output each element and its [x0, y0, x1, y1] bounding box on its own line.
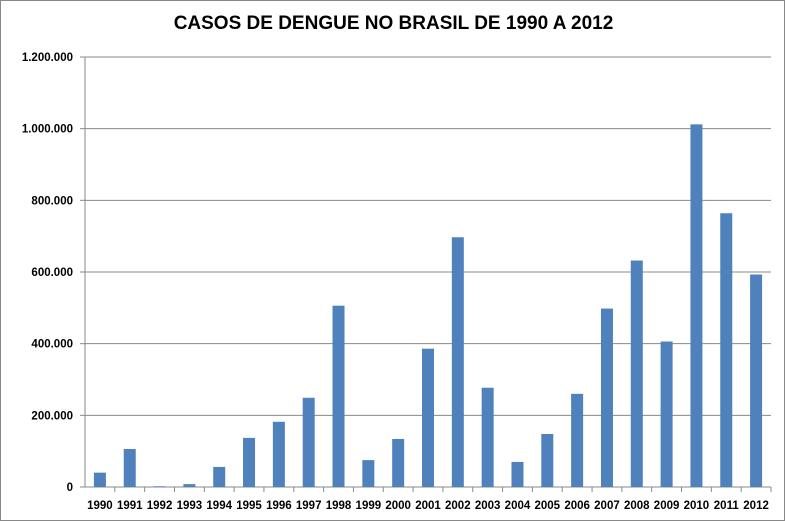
x-tick-label: 2002: [445, 500, 471, 512]
y-tick-label: 0: [67, 482, 73, 494]
y-tick-label: 1.000.000: [22, 124, 73, 136]
x-tick-label: 1999: [356, 500, 382, 512]
y-tick-label: 200.000: [31, 410, 73, 422]
bar-2005: [541, 433, 554, 487]
x-tick-label: 2006: [564, 500, 590, 512]
x-tick-label: 1996: [266, 500, 292, 512]
x-tick-label: 2001: [415, 500, 441, 512]
x-tick-label: 2007: [594, 500, 620, 512]
x-tick-label: 1997: [296, 500, 322, 512]
y-tick-label: 1.200.000: [22, 52, 73, 64]
x-tick-label: 1998: [326, 500, 352, 512]
bar-1991: [123, 449, 136, 487]
bar-2010: [690, 124, 703, 487]
x-tick-label: 2000: [385, 500, 411, 512]
bar-1992: [153, 486, 166, 487]
bar-1995: [243, 437, 256, 487]
bar-1990: [93, 472, 106, 487]
x-tick-label: 2011: [714, 500, 740, 512]
bar-2006: [571, 393, 584, 487]
bar-1999: [362, 460, 375, 487]
chart-title: CASOS DE DENGUE NO BRASIL DE 1990 A 2012: [173, 13, 614, 34]
x-tick-label: 1993: [177, 500, 203, 512]
bar-2001: [422, 348, 434, 487]
x-tick-label: 1995: [236, 500, 262, 512]
x-tick-label: 1994: [206, 500, 232, 512]
x-tick-label: 1991: [117, 500, 143, 512]
x-tick-label: 2005: [535, 500, 561, 512]
bar-2003: [481, 387, 494, 487]
bar-2012: [750, 274, 763, 487]
bar-2008: [630, 260, 643, 487]
bar-1998: [332, 305, 345, 487]
bar-1993: [183, 484, 196, 487]
y-tick-label: 800.000: [31, 195, 73, 207]
bar-2011: [720, 213, 733, 487]
bar-1997: [302, 397, 315, 487]
x-tick-label: 2009: [654, 500, 680, 512]
bar-1996: [272, 421, 285, 487]
bar-2000: [392, 438, 405, 487]
bar-2004: [511, 461, 524, 487]
y-tick-label: 600.000: [31, 267, 73, 279]
x-tick-label: 2012: [743, 500, 769, 512]
bar-2007: [600, 308, 613, 487]
bar-2002: [451, 237, 464, 487]
x-tick-label: 2008: [624, 500, 650, 512]
x-tick-label: 2003: [475, 500, 501, 512]
x-tick-label: 2010: [684, 500, 710, 512]
x-tick-label: 2004: [505, 500, 531, 512]
y-tick-label: 400.000: [31, 339, 73, 351]
x-tick-label: 1990: [87, 500, 113, 512]
bar-1994: [213, 466, 226, 487]
x-tick-label: 1992: [147, 500, 173, 512]
bar-2009: [660, 341, 673, 487]
